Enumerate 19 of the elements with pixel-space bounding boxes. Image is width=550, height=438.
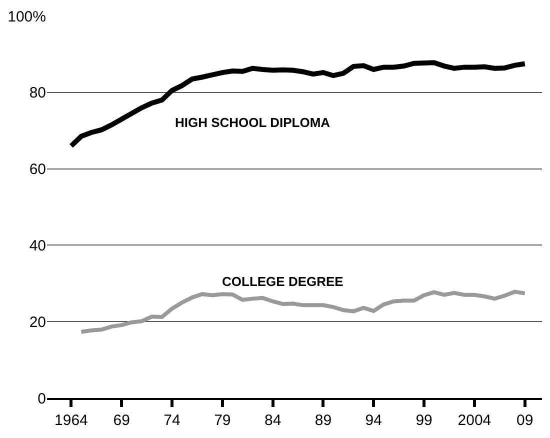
x-tick-label: 69 [113, 412, 130, 429]
y-tick-label: 60 [29, 161, 46, 178]
line-series [79, 290, 527, 334]
x-tick-label: 79 [214, 412, 231, 429]
series-label: COLLEGE DEGREE [222, 274, 344, 289]
y-tick-label: 40 [29, 237, 46, 254]
x-tick-label: 94 [365, 412, 382, 429]
x-tick-label: 84 [264, 412, 282, 429]
x-tick-label: 99 [416, 412, 432, 429]
x-tick-label: 09 [516, 412, 534, 429]
y-tick-label: 0 [38, 390, 46, 408]
x-tick-label: 89 [314, 412, 332, 429]
y-tick-label: 80 [29, 84, 46, 102]
series-label: HIGH SCHOOL DIPLOMA [175, 115, 331, 130]
x-tick-label: 1964 [54, 412, 88, 429]
x-tick-label: 74 [164, 412, 180, 429]
y-tick-label: 100% [8, 8, 46, 26]
y-tick-label: 20 [29, 314, 46, 331]
x-tick-label: 2004 [458, 412, 492, 429]
